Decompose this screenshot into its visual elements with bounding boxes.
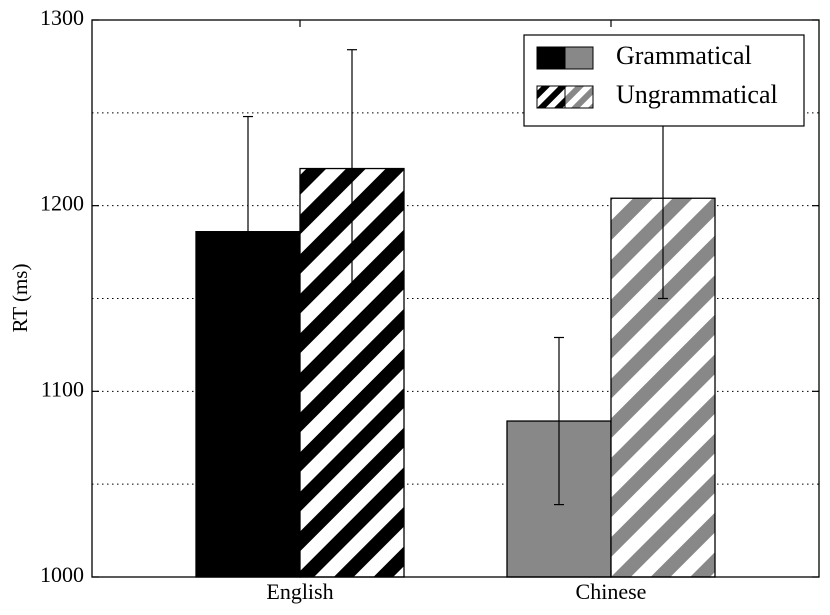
error-bars xyxy=(243,49,668,506)
y-tick-label: 1000 xyxy=(40,562,84,587)
y-tick-label: 1300 xyxy=(40,5,84,30)
plot-area-frame xyxy=(91,19,820,578)
y-tick-label: 1100 xyxy=(41,376,84,401)
legend-label-ungrammatical: Ungrammatical xyxy=(616,80,778,109)
y-axis-label: RT (ms) xyxy=(8,264,32,333)
legend-swatch-grammatical xyxy=(564,46,594,70)
legend-label-grammatical: Grammatical xyxy=(616,41,752,70)
x-tick-label: English xyxy=(266,579,333,604)
legend-swatch-grammatical xyxy=(536,46,566,70)
x-tick-label: Chinese xyxy=(576,579,647,604)
bars xyxy=(195,167,716,578)
legend-swatch-ungrammatical xyxy=(564,85,594,109)
legend: Grammatical Ungrammatical xyxy=(523,34,805,127)
legend-swatch-ungrammatical xyxy=(536,85,566,109)
axes: 1000 1100 1200 1300 English Chinese xyxy=(40,5,819,604)
y-tick-label: 1200 xyxy=(40,191,84,216)
